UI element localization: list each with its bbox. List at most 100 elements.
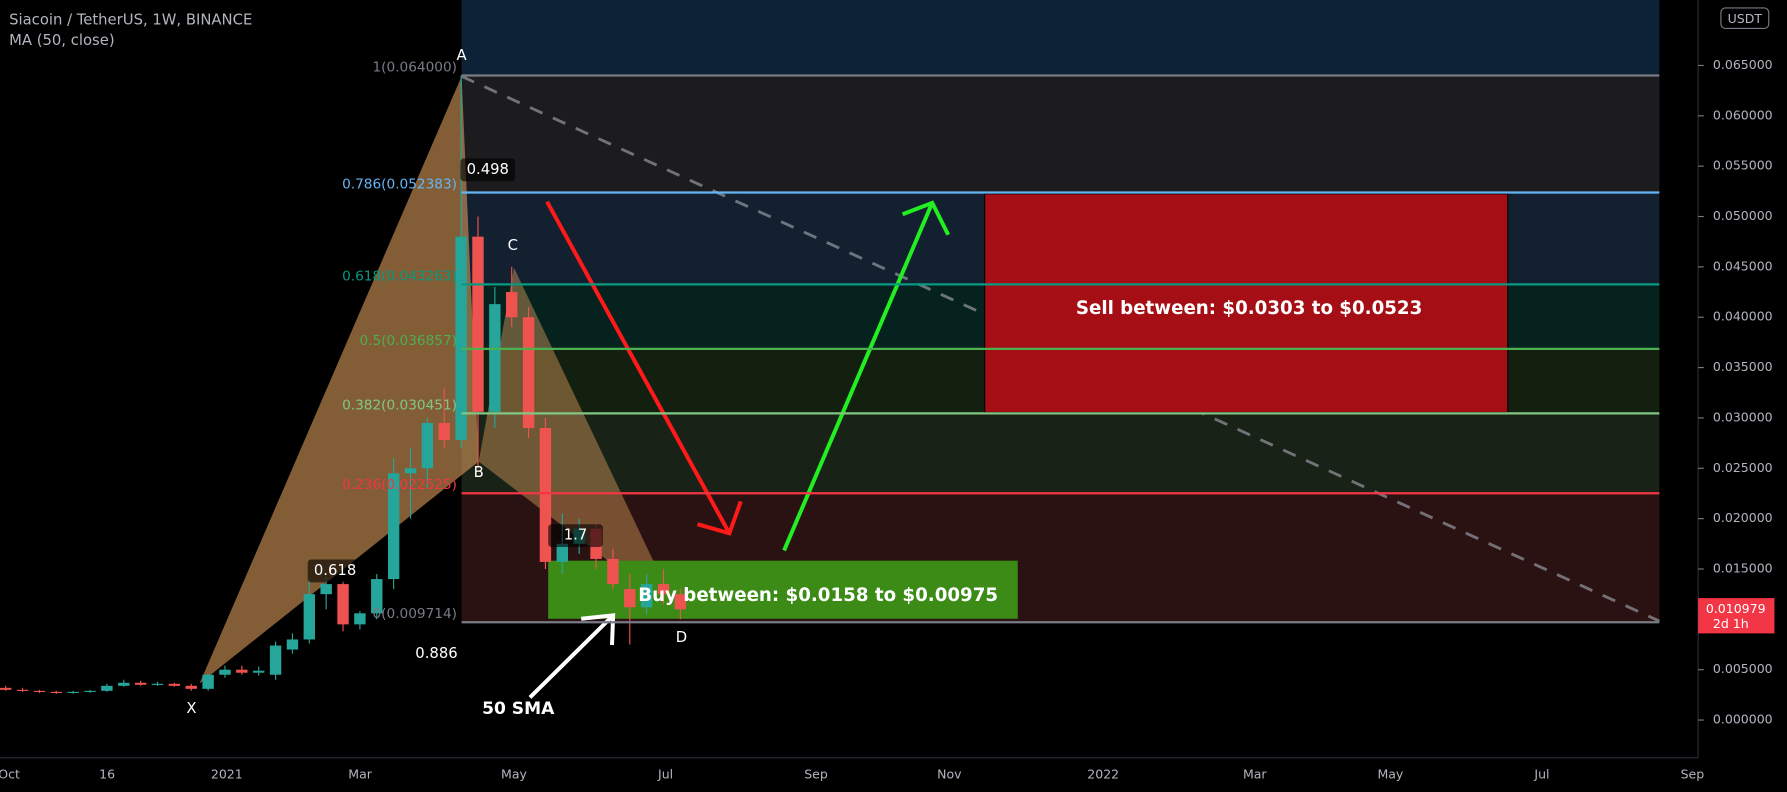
y-tick-label: 0.060000 [1713,107,1773,122]
sma-arrow [528,613,616,699]
candle-body [556,543,569,562]
countdown: 2d 1h [1713,616,1749,631]
x-tick-label: 16 [99,766,115,781]
x-tick-label: Oct [0,766,20,781]
chart-title: Siacoin / TetherUS, 1W, BINANCE [9,12,252,29]
candle-body [269,645,282,675]
fib-label: 0.618(0.043263) [342,268,457,284]
candle-body [387,473,400,580]
x-tick-label: May [501,766,527,781]
candle-body [303,594,316,640]
candle-body [438,422,450,441]
y-tick-label: 0.005000 [1713,661,1773,676]
candle-body [674,594,687,610]
candle-body [50,691,62,693]
fib-band [461,75,1660,193]
y-tick-label: 0.030000 [1713,409,1773,424]
pattern-ratio: 1.7 [564,527,588,544]
candle-body [607,558,619,585]
x-tick-label: 2021 [211,766,243,781]
sell-zone-text: Sell between: $0.0303 to $0.0523 [1076,298,1422,319]
x-tick-label: Mar [1243,766,1267,781]
fib-band [461,0,1660,76]
y-tick-label: 0.020000 [1713,510,1773,525]
price-badge-text: 0.010979 [1706,601,1766,616]
x-tick-label: Jul [1533,766,1549,781]
candle-body [489,304,501,412]
fib-label: 0.382(0.030451) [342,397,457,413]
x-tick-label: Nov [937,766,962,781]
candle-body [286,639,299,650]
x-tick-label: Mar [348,766,372,781]
y-tick-label: 0.045000 [1713,258,1773,273]
candle-body [236,669,248,673]
pattern-ratio: 0.618 [314,562,356,579]
y-tick-label: 0.055000 [1713,158,1773,173]
pattern-ratio: 0.498 [467,161,509,178]
sell-zone-box [984,193,1509,414]
fib-label: 1(0.064000) [372,60,457,76]
arrows [528,200,950,699]
sma-note: 50 SMA [482,699,555,719]
y-tick-label: 0.040000 [1713,309,1773,324]
fib-label: 0.236(0.022525) [342,477,457,493]
candle-body [219,669,231,675]
candle-body [33,690,46,692]
fib-band [461,413,1660,494]
fib-label: 0(0.009714) [372,606,457,622]
y-tick-label: 0.050000 [1713,208,1773,223]
pattern-xab [199,76,479,684]
candle-body [657,584,670,595]
currency-badge [1720,7,1770,30]
price-badge [1698,598,1775,634]
pattern-point: C [508,237,518,254]
currency: USDT [1728,11,1763,26]
fib-label: 0.5(0.036857) [359,333,457,349]
candle-body [624,589,636,608]
pattern-point: A [457,47,467,64]
buy-zone-text: Buy between: $0.0158 to $0.00975 [638,585,998,606]
candle-body [506,292,518,318]
indicator-label: MA (50, close) [9,32,115,49]
y-tick-label: 0.025000 [1713,460,1773,475]
x-tick-label: May [1377,766,1403,781]
y-tick-label: 0.065000 [1713,57,1773,72]
fib-label: 0.786(0.052383) [342,177,457,193]
candle-body [472,236,484,412]
x-tick-label: Jul [657,766,673,781]
y-tick-label: 0.035000 [1713,359,1773,374]
candle-body [101,685,113,691]
pattern-point: X [186,700,196,717]
pattern-point: D [676,629,687,646]
y-tick-label: 0.015000 [1713,560,1773,575]
down-arrow [545,200,743,536]
candle-body [253,670,265,673]
candle-body [522,317,535,429]
x-tick-label: 2022 [1087,766,1119,781]
candle-body [168,683,181,686]
ratio-box [307,559,363,583]
candle-body [134,682,147,685]
candle-body [185,685,197,689]
x-tick-label: Sep [1681,766,1705,781]
candle-body [0,687,12,690]
candle-body [202,674,214,689]
x-tick-label: Sep [804,766,828,781]
candle-body [371,579,383,614]
candle-body [539,428,552,562]
pattern-point: B [474,464,484,481]
ratio-box [460,158,516,182]
candle-body [67,691,79,693]
candle-body [640,584,653,608]
candle-body [320,584,332,595]
candle-body [84,690,96,692]
y-tick-label: 0.000000 [1713,712,1773,727]
candle-body [455,236,467,441]
candle-body [354,613,366,625]
candle-body [404,468,417,474]
candle-body [16,689,29,691]
candle-body [151,683,164,685]
candle-body [421,422,434,469]
candle-body [337,584,349,625]
